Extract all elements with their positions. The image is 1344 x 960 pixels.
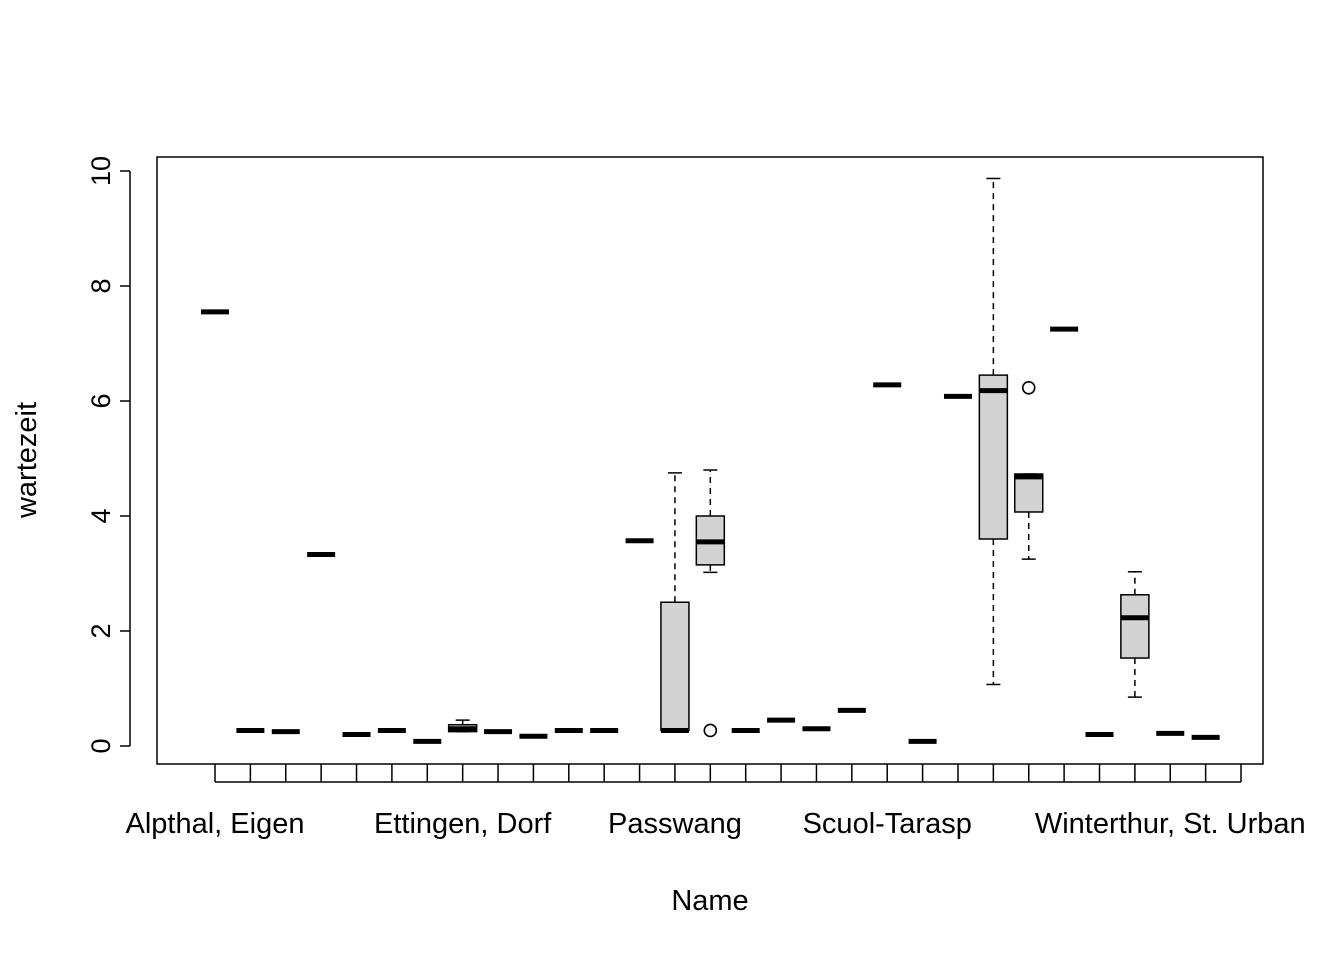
y-tick-label: 4 <box>86 508 116 523</box>
outlier-point <box>1021 380 1036 395</box>
x-axis-title: Name <box>671 885 748 917</box>
y-tick-label: 6 <box>86 393 116 408</box>
box-15 <box>695 469 726 738</box>
outlier-point <box>703 723 718 738</box>
x-tick-label: Passwang <box>608 808 742 840</box>
box-iqr <box>978 374 1009 540</box>
y-axis-title: wartezeit <box>11 402 43 519</box>
box-iqr <box>1013 473 1044 513</box>
y-tick-label: 10 <box>86 156 116 186</box>
box-24 <box>1013 380 1044 560</box>
box-14 <box>660 472 690 733</box>
plot-frame <box>156 156 1264 765</box>
y-axis: 0 2 4 6 8 10 <box>86 156 131 754</box>
y-tick-label: 2 <box>86 623 116 638</box>
x-tick-label: Scuol-Tarasp <box>803 808 972 840</box>
y-tick-label: 8 <box>86 278 116 293</box>
box-23 <box>978 177 1009 686</box>
x-tick-label: Alpthal, Eigen <box>126 808 305 840</box>
x-tick-label: Winterthur, St. Urban <box>1035 808 1306 840</box>
x-axis: Alpthal, Eigen Ettingen, Dorf Passwang Scuo… <box>126 764 1306 840</box>
box-iqr <box>660 601 690 732</box>
box-iqr <box>1120 594 1150 659</box>
box-group <box>201 177 1220 744</box>
box-27 <box>1120 571 1150 698</box>
y-tick-label: 0 <box>86 738 116 753</box>
x-tick-label: Ettingen, Dorf <box>374 808 552 840</box>
box-8 <box>447 719 478 733</box>
